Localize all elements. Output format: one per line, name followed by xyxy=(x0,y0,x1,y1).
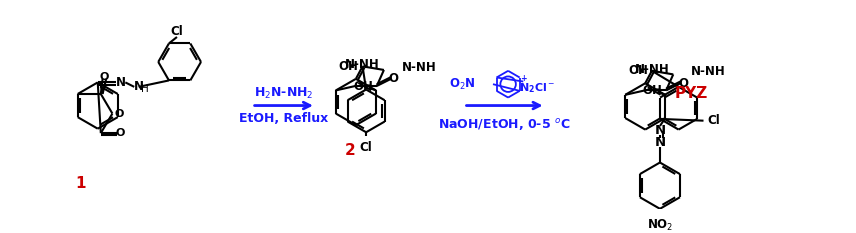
Text: OH: OH xyxy=(354,80,373,93)
Text: N: N xyxy=(134,80,144,93)
Text: N-NH: N-NH xyxy=(401,61,437,74)
Text: O: O xyxy=(116,128,125,138)
Text: N: N xyxy=(116,76,126,89)
Text: N-NH: N-NH xyxy=(345,58,380,71)
Text: N: N xyxy=(654,137,665,149)
Text: EtOH, Reflux: EtOH, Reflux xyxy=(239,112,329,124)
Text: H$_2$N-NH$_2$: H$_2$N-NH$_2$ xyxy=(254,86,313,101)
Text: NO$_2$: NO$_2$ xyxy=(647,218,673,233)
Text: Cl: Cl xyxy=(170,25,183,38)
Text: 2: 2 xyxy=(345,143,355,158)
Text: O: O xyxy=(678,77,688,90)
Text: Cl: Cl xyxy=(707,114,720,127)
Text: $\mathregular{\overset{+}{N}_2}$Cl$^-$: $\mathregular{\overset{+}{N}_2}$Cl$^-$ xyxy=(520,73,556,96)
Text: O: O xyxy=(115,109,124,119)
Text: NaOH/EtOH, 0-5 $^o$C: NaOH/EtOH, 0-5 $^o$C xyxy=(438,117,571,133)
Text: N: N xyxy=(654,124,665,137)
Text: O: O xyxy=(99,72,109,82)
Text: O$_2$N: O$_2$N xyxy=(449,77,475,92)
Text: OH: OH xyxy=(628,64,648,77)
Text: N-NH: N-NH xyxy=(634,62,669,75)
Text: H: H xyxy=(141,84,149,94)
Text: PYZ: PYZ xyxy=(675,86,708,102)
Text: OH: OH xyxy=(643,84,663,97)
Text: 1: 1 xyxy=(75,176,86,191)
Text: OH: OH xyxy=(339,60,359,73)
Text: N-NH: N-NH xyxy=(691,65,726,78)
Text: O: O xyxy=(389,72,399,85)
Text: Cl: Cl xyxy=(360,141,372,154)
